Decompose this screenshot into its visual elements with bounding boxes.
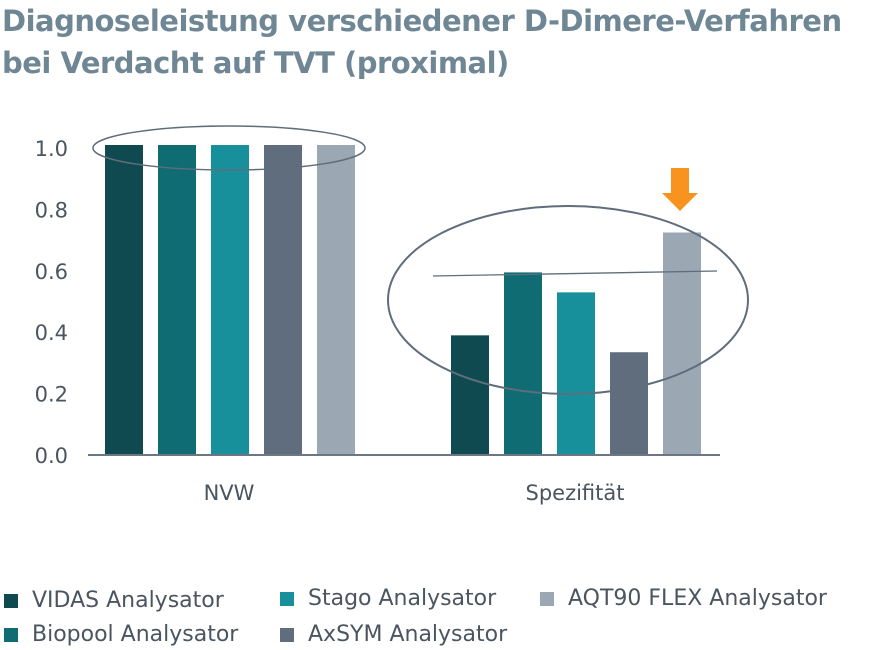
bar-1-0 — [451, 335, 489, 455]
legend-label: Stago Analysator — [308, 586, 497, 611]
legend-item-stago: Stago Analysator — [280, 586, 496, 611]
y-tick-label: 0.2 — [35, 383, 68, 407]
reference-line — [432, 270, 718, 277]
y-tick-label: 1.0 — [35, 137, 68, 161]
title-line-2: bei Verdacht auf TVT (proximal) — [2, 46, 509, 80]
x-tick-label: Spezifität — [525, 481, 624, 505]
bar-0-1 — [158, 145, 196, 455]
legend-label: VIDAS Analysator — [32, 588, 224, 613]
bar-1-2 — [557, 292, 595, 455]
legend-label: AxSYM Analysator — [308, 622, 508, 647]
bar-1-3 — [610, 352, 648, 455]
legend-swatch — [4, 627, 18, 642]
highlight-ellipse-nvw — [92, 125, 366, 171]
legend-item-aqt90: AQT90 FLEX Analysator — [540, 586, 827, 611]
legend-swatch — [4, 593, 18, 608]
legend-label: Biopool Analysator — [32, 622, 239, 647]
legend-item-vidas: VIDAS Analysator — [4, 588, 224, 613]
bar-1-1 — [504, 272, 542, 455]
legend-swatch — [540, 591, 554, 606]
highlight-ellipse-spezifitaet — [387, 205, 749, 395]
legend-item-biopool: Biopool Analysator — [4, 622, 238, 647]
legend-swatch — [280, 591, 294, 606]
x-tick-label: NVW — [204, 481, 255, 505]
title-line-1: Diagnoseleistung verschiedener D-Dimere-… — [2, 4, 842, 38]
y-tick-label: 0.6 — [35, 260, 68, 284]
bar-0-2 — [211, 145, 249, 455]
bar-0-0 — [105, 145, 143, 455]
bar-0-3 — [264, 145, 302, 455]
down-arrow-icon — [662, 168, 698, 211]
chart-title: Diagnoseleistung verschiedener D-Dimere-… — [2, 0, 842, 84]
legend-label: AQT90 FLEX Analysator — [568, 586, 827, 611]
bar-1-4 — [663, 232, 701, 455]
bar-0-4 — [317, 145, 355, 455]
y-tick-label: 0.0 — [35, 444, 68, 468]
legend-item-axsym: AxSYM Analysator — [280, 622, 507, 647]
y-tick-label: 0.8 — [35, 198, 68, 222]
y-tick-label: 0.4 — [35, 321, 68, 345]
legend-swatch — [280, 627, 294, 642]
